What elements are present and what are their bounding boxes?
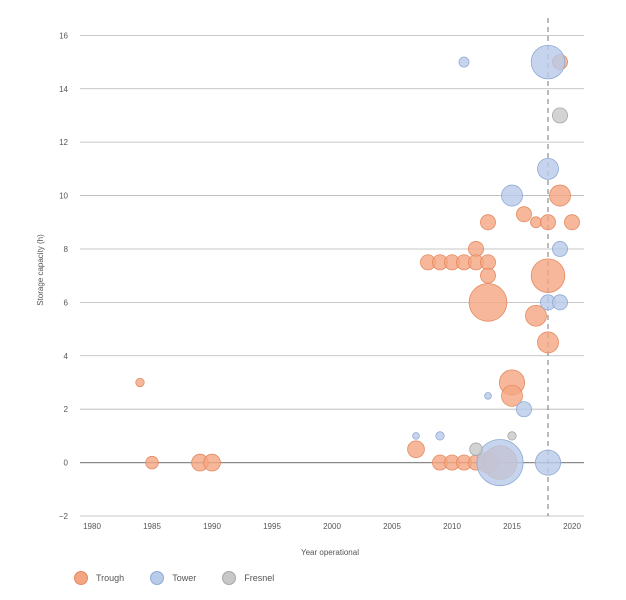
point-tower — [435, 431, 445, 441]
point-tower — [552, 241, 568, 257]
x-tick-label: 2000 — [323, 522, 341, 531]
x-tick-label: 2010 — [443, 522, 461, 531]
x-axis-ticks: 1980 1985 1990 1995 2000 2005 2010 2015 2020 — [83, 522, 581, 531]
y-axis-ticks: −2 0 2 4 6 8 10 12 14 16 — [59, 31, 69, 521]
legend-label-tower: Tower — [172, 573, 197, 583]
y-tick-label: 16 — [59, 31, 68, 40]
legend-swatch-trough — [74, 571, 88, 585]
point-trough — [537, 331, 559, 354]
point-tower — [516, 401, 532, 418]
legend-item-fresnel: Fresnel — [222, 571, 274, 585]
legend-label-fresnel: Fresnel — [244, 573, 275, 583]
x-axis-title: Year operational — [301, 548, 359, 557]
x-tick-label: 2020 — [563, 522, 581, 531]
point-tower — [476, 439, 524, 487]
point-trough — [480, 267, 496, 284]
point-trough — [468, 241, 484, 257]
point-trough — [407, 440, 425, 459]
legend-item-trough: Trough — [74, 571, 124, 585]
legend-swatch-tower — [150, 571, 165, 585]
y-tick-label: 8 — [64, 245, 69, 254]
point-tower — [552, 294, 568, 311]
point-trough — [549, 184, 571, 207]
point-trough — [480, 254, 496, 271]
x-tick-label: 1995 — [263, 522, 281, 531]
point-trough — [203, 453, 221, 472]
point-trough — [564, 214, 580, 231]
x-tick-label: 2015 — [503, 522, 521, 531]
point-fresnel — [552, 107, 568, 124]
legend-label-trough: Trough — [96, 573, 125, 583]
y-tick-label: 4 — [64, 352, 69, 361]
gridlines — [80, 34, 584, 517]
legend-item-tower: Tower — [150, 571, 196, 585]
y-tick-label: 12 — [59, 138, 68, 147]
legend-swatch-fresnel — [222, 571, 237, 585]
point-trough — [540, 214, 556, 231]
point-fresnel — [507, 431, 517, 441]
point-tower — [530, 44, 566, 80]
legend: Trough Tower Fresnel — [74, 568, 300, 588]
point-trough — [468, 283, 508, 322]
point-trough — [516, 206, 532, 223]
point-trough — [525, 304, 547, 327]
y-tick-label: 14 — [59, 85, 68, 94]
y-axis-title: Storage capacity (h) — [36, 234, 45, 306]
y-tick-label: 2 — [64, 405, 69, 414]
point-trough — [501, 384, 523, 407]
y-tick-label: −2 — [59, 512, 69, 521]
x-tick-label: 1980 — [83, 522, 101, 531]
point-tower — [484, 392, 492, 400]
y-tick-label: 6 — [64, 298, 69, 307]
point-trough — [145, 455, 159, 470]
point-tower — [535, 449, 562, 476]
point-trough — [480, 214, 496, 231]
point-trough — [530, 216, 542, 229]
point-tower — [501, 184, 523, 207]
y-tick-label: 0 — [64, 459, 69, 468]
point-trough — [135, 377, 145, 388]
data-points — [135, 44, 580, 487]
point-fresnel — [469, 442, 483, 456]
x-tick-label: 2005 — [383, 522, 401, 531]
x-tick-label: 1990 — [203, 522, 221, 531]
y-tick-label: 10 — [59, 192, 68, 201]
point-tower — [537, 157, 559, 180]
x-tick-label: 1985 — [143, 522, 161, 531]
point-trough — [530, 258, 566, 293]
point-tower — [412, 432, 420, 440]
point-tower — [458, 56, 470, 68]
